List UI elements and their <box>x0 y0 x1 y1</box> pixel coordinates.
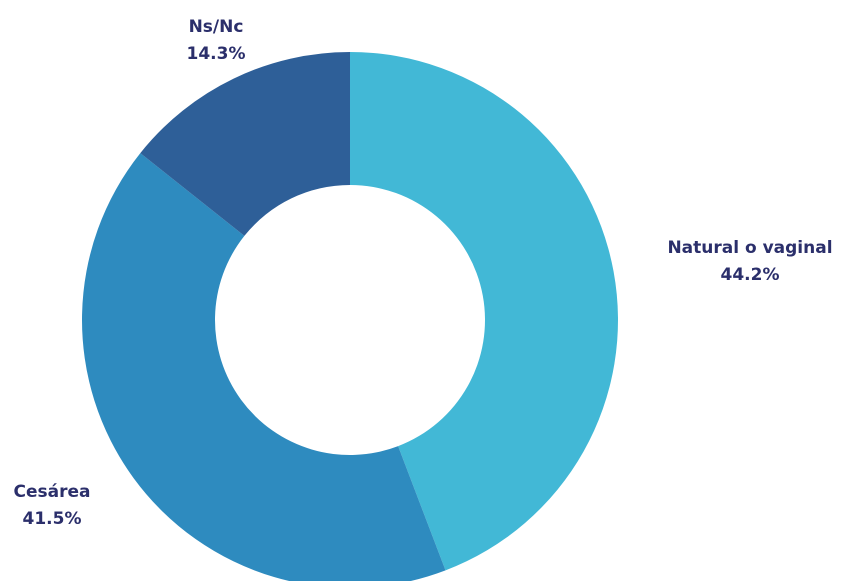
slice-value-label: 41.5% <box>23 509 82 529</box>
donut-slice <box>350 52 618 571</box>
slice-value-label: 14.3% <box>187 44 246 64</box>
donut-slice <box>140 51 350 236</box>
slice-label: Cesárea <box>14 482 91 502</box>
slice-value-label: 44.2% <box>721 265 780 285</box>
slice-label: Natural o vaginal <box>667 238 832 258</box>
slice-label: Ns/Nc <box>189 17 244 37</box>
donut-slice <box>82 153 446 581</box>
